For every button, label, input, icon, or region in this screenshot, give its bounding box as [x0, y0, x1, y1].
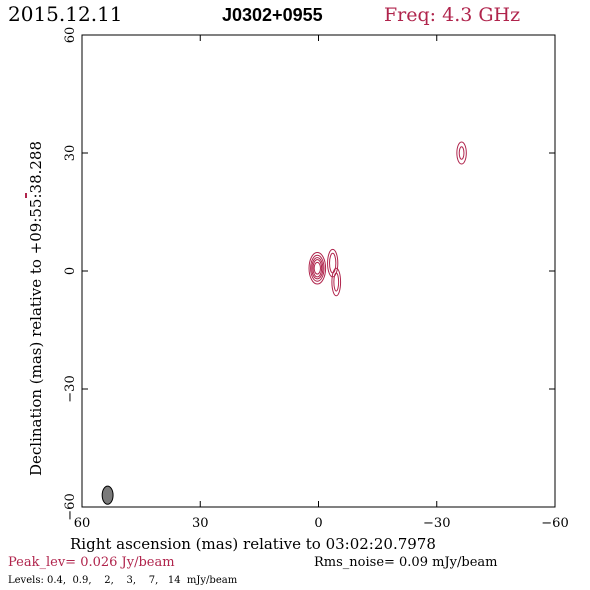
contour-core: [310, 254, 325, 282]
contour-southwest-lobe: [333, 272, 340, 292]
contour-core: [308, 252, 327, 285]
contour-levels: Levels: 0.4, 0.9, 2, 3, 7, 14 mJy/beam: [8, 575, 238, 586]
y-tick-label: −30: [63, 375, 78, 402]
tick-labels: 60 30 0 −30 −60 −60 −30 0 30 60: [63, 27, 569, 531]
contour-core: [313, 261, 321, 275]
contour-east-lobe: [329, 252, 337, 274]
rms-noise: Rms_noise= 0.09 mJy/beam: [314, 555, 497, 570]
contour-far-knot: [456, 141, 467, 165]
y-tick-label: 0: [63, 267, 78, 275]
peak-level: Peak_lev= 0.026 Jy/beam: [8, 555, 175, 570]
observation-date: 2015.12.11: [8, 2, 123, 26]
source-name: J0302+0955: [222, 5, 323, 25]
y-tick-label: −60: [63, 493, 78, 520]
x-axis-label: Right ascension (mas) relative to 03:02:…: [70, 535, 436, 553]
x-tick-label: 0: [314, 516, 322, 531]
contour-core: [312, 259, 323, 278]
contour-far-knot: [458, 146, 465, 160]
x-tick-label: 60: [74, 516, 91, 531]
x-tick-label: −60: [541, 516, 568, 531]
contour-southwest-lobe: [331, 267, 342, 297]
y-axis-label: Declination (mas) relative to +09:55:38.…: [27, 141, 45, 476]
beam-ellipse: [101, 485, 114, 505]
axis-ticks: [81, 34, 556, 508]
plot-frame: [81, 34, 556, 508]
frequency-label: Freq: 4.3 GHz: [384, 4, 520, 26]
x-tick-label: −30: [423, 516, 450, 531]
y-tick-label: 30: [63, 145, 78, 162]
x-tick-label: 30: [192, 516, 209, 531]
beam-shape: [101, 485, 114, 505]
contour-lines: [308, 141, 467, 297]
contour-core: [311, 257, 324, 280]
y-tick-label: 60: [63, 27, 78, 44]
